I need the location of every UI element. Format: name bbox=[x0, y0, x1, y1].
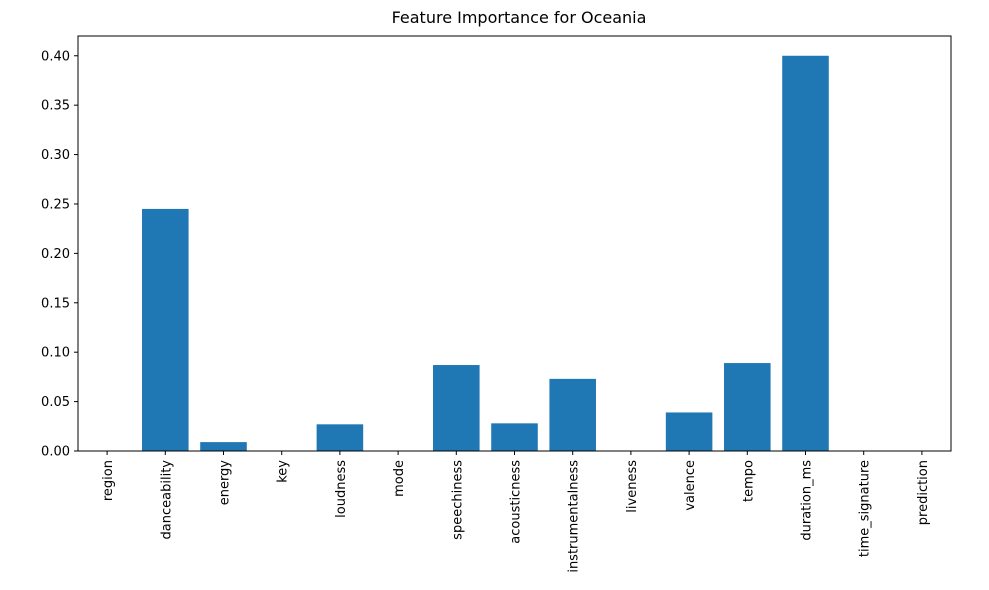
x-tick-label: liveness bbox=[625, 460, 640, 513]
x-tick-label: key bbox=[276, 460, 291, 483]
chart-title: Feature Importance for Oceania bbox=[392, 8, 647, 27]
bar-duration-ms bbox=[782, 55, 829, 451]
bar-energy bbox=[200, 442, 247, 451]
plot-frame bbox=[77, 35, 952, 452]
y-tick-label: 0.30 bbox=[41, 148, 70, 163]
y-axis: 0.00 0.05 0.10 0.15 0.20 0.25 0.30 0.35 0.40 bbox=[41, 49, 78, 460]
y-tick-label: 0.00 bbox=[41, 445, 70, 460]
x-tick-label: instrumentalness bbox=[567, 460, 582, 573]
bars bbox=[142, 55, 829, 451]
y-tick-label: 0.05 bbox=[41, 395, 70, 410]
x-tick-label: mode bbox=[392, 460, 407, 497]
bar-valence bbox=[665, 412, 713, 451]
y-tick-label: 0.40 bbox=[41, 49, 70, 64]
y-tick-label: 0.25 bbox=[41, 197, 70, 212]
x-tick-label: danceability bbox=[159, 460, 174, 540]
x-tick-label: time_signature bbox=[858, 460, 873, 557]
bar-acousticness bbox=[491, 423, 538, 451]
y-tick-label: 0.15 bbox=[41, 296, 70, 311]
bar-instrumentalness bbox=[549, 378, 596, 451]
x-tick-label: tempo bbox=[741, 460, 756, 502]
y-tick-label: 0.20 bbox=[41, 247, 70, 262]
x-tick-label: loudness bbox=[334, 460, 349, 518]
x-axis: region danceability energy key loudness mode s… bbox=[101, 451, 931, 573]
x-tick-label: prediction bbox=[916, 460, 931, 525]
x-tick-label: speechiness bbox=[450, 460, 465, 540]
bar-danceability bbox=[142, 208, 189, 451]
bar-loudness bbox=[316, 424, 364, 451]
x-tick-label: energy bbox=[218, 460, 233, 506]
y-tick-label: 0.10 bbox=[41, 346, 70, 361]
bar-tempo bbox=[724, 363, 771, 451]
x-tick-label: duration_ms bbox=[800, 460, 815, 541]
bar-speechiness bbox=[433, 365, 480, 451]
y-tick-label: 0.35 bbox=[41, 99, 70, 114]
x-tick-label: region bbox=[101, 460, 116, 501]
x-tick-label: acousticness bbox=[509, 460, 524, 544]
x-tick-label: valence bbox=[683, 460, 698, 511]
